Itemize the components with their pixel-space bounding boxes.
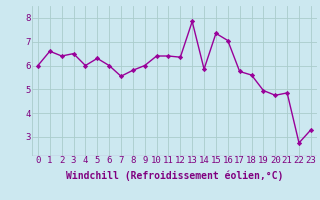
X-axis label: Windchill (Refroidissement éolien,°C): Windchill (Refroidissement éolien,°C) xyxy=(66,171,283,181)
